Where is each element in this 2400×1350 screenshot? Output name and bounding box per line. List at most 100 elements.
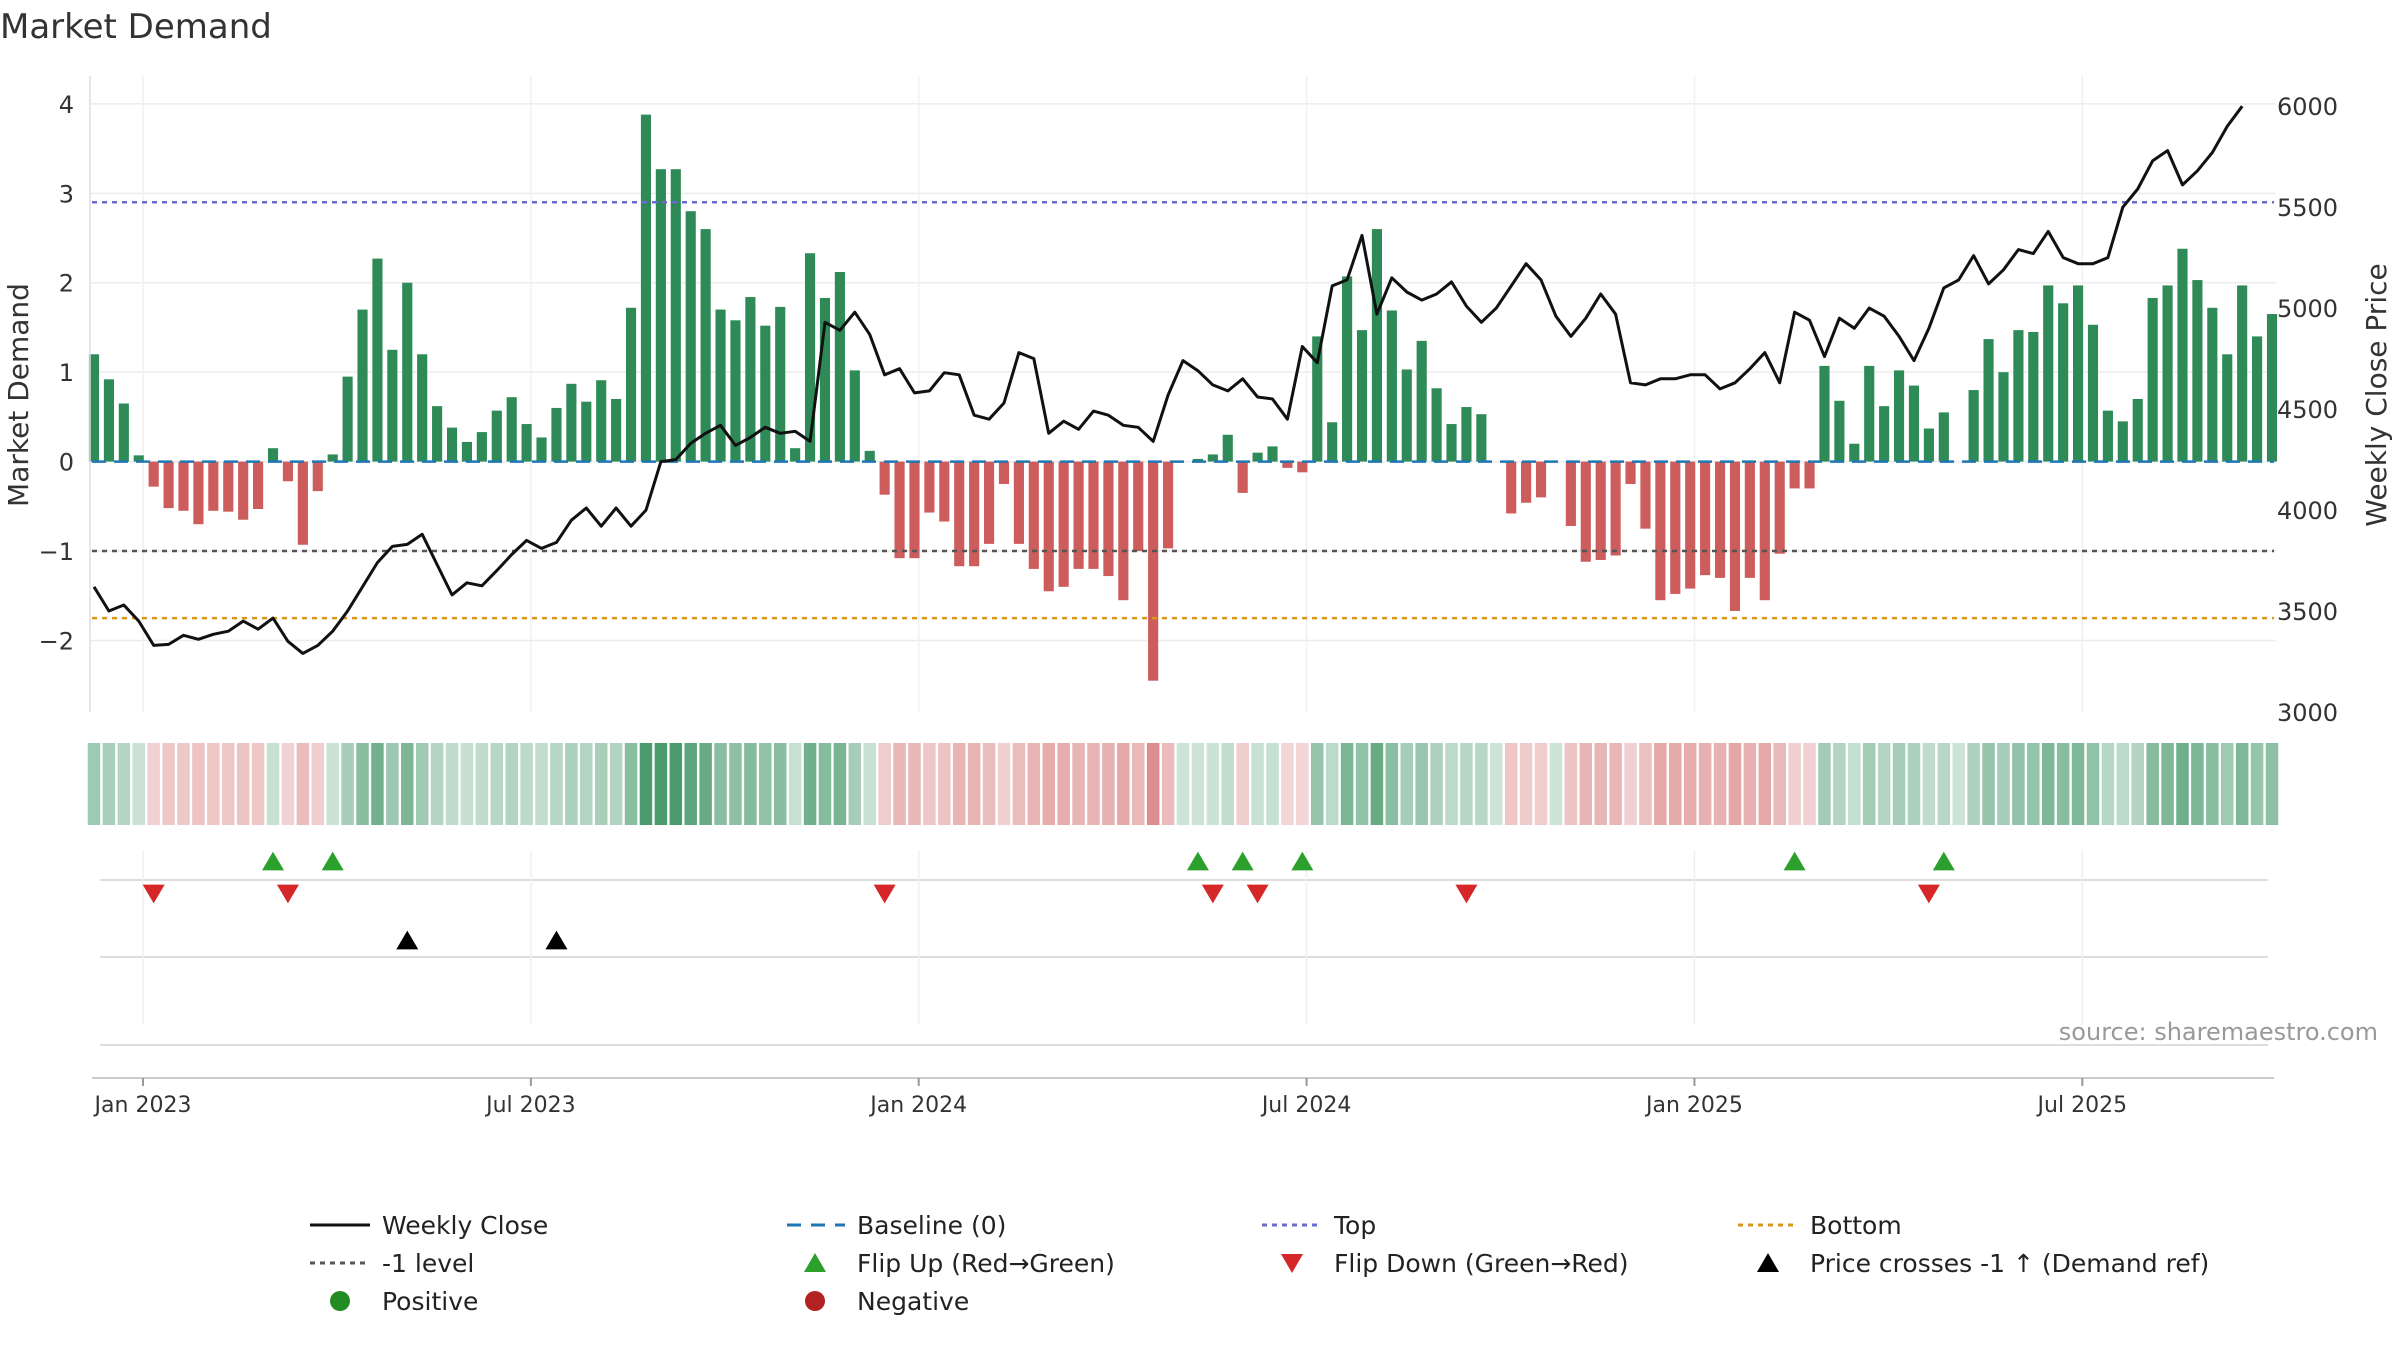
positive-bar	[1983, 339, 1994, 462]
heat-cell	[744, 743, 757, 825]
flip-up-marker	[1231, 851, 1254, 871]
positive-bar	[1893, 370, 1905, 462]
negative-bar	[1028, 461, 1039, 569]
heat-cell	[1877, 743, 1891, 825]
heat-cell	[982, 743, 996, 825]
positive-bar	[596, 380, 607, 462]
y-tick-label: 4	[59, 91, 74, 119]
negative-bar	[1088, 461, 1099, 569]
heat-cell	[1146, 743, 1160, 825]
heat-cell	[132, 743, 146, 825]
negative-bar	[1043, 461, 1054, 592]
positive-bar	[1416, 340, 1427, 462]
heat-cell	[1445, 743, 1458, 825]
heat-cell	[1967, 743, 1980, 825]
legend-label: Baseline (0)	[857, 1211, 1006, 1240]
negative-bar	[1640, 461, 1651, 529]
flip-up-marker	[262, 851, 285, 871]
positive-bar	[1998, 372, 2009, 462]
heat-cell	[2071, 743, 2085, 825]
heat-cell	[1907, 743, 1921, 825]
positive-bar	[1819, 365, 1830, 462]
positive-bar	[1356, 330, 1368, 462]
positive-bar	[1968, 390, 1979, 462]
heat-cell	[923, 743, 936, 825]
negative-bar	[1535, 461, 1547, 498]
heat-cell	[1713, 743, 1727, 825]
positive-bar	[402, 282, 413, 462]
y-axis-label: Market Demand	[2, 283, 35, 507]
negative-bar	[1625, 461, 1636, 484]
heat-cell	[938, 743, 951, 825]
heat-cell	[1564, 743, 1578, 825]
legend-label: -1 level	[382, 1249, 474, 1278]
positive-bar	[834, 272, 845, 462]
legend: Weekly Close Baseline (0) Top Bottom -1 leve…	[310, 1211, 2209, 1316]
heat-cell	[1072, 743, 1085, 825]
demand-heat-strip	[87, 743, 2279, 825]
heat-cell	[371, 743, 384, 825]
positive-bar	[2237, 285, 2248, 462]
heat-cell	[1355, 743, 1369, 825]
positive-bar	[2252, 336, 2263, 462]
y2-tick-label: 6000	[2277, 93, 2338, 121]
heat-cell	[1728, 743, 1742, 825]
negative-bar	[178, 461, 189, 511]
positive-bar	[1386, 310, 1397, 462]
heat-cell	[341, 743, 354, 825]
heat-cell	[1131, 743, 1145, 825]
flip-up-marker	[1783, 851, 1806, 871]
x-tick-label: Jan 2023	[93, 1093, 192, 1118]
x-axis: Jan 2023 Jul 2023 Jan 2024 Jul 2024 Jan 2025…	[92, 1077, 2274, 1118]
heat-cell	[788, 743, 802, 825]
legend-flip-down-icon	[1281, 1254, 1303, 1273]
heat-cell	[1594, 743, 1607, 825]
heat-cell	[2206, 743, 2219, 825]
heat-cell	[162, 743, 175, 825]
negative-bar	[297, 461, 308, 545]
legend-price-cross-icon	[1757, 1253, 1779, 1272]
heat-cell	[609, 743, 623, 825]
negative-bar	[1058, 461, 1069, 587]
positive-bar	[640, 114, 652, 462]
positive-bar	[566, 383, 577, 462]
heat-cell	[2220, 743, 2234, 825]
negative-bar	[1237, 461, 1248, 493]
heat-cell	[580, 743, 593, 825]
heat-cell	[1519, 743, 1533, 825]
heat-cell	[1012, 743, 1026, 825]
y-tick-label: −1	[39, 538, 74, 566]
heat-cell	[1430, 743, 1443, 825]
positive-bar	[864, 450, 875, 462]
positive-bar	[1431, 388, 1442, 462]
heat-cell	[1191, 743, 1205, 825]
demand-bars	[88, 114, 2278, 681]
negative-bar	[193, 461, 204, 525]
positive-bar	[461, 441, 473, 462]
negative-bar	[998, 461, 1010, 484]
heat-cell	[2146, 743, 2159, 825]
heat-cell	[863, 743, 876, 825]
level-lines	[92, 201, 2274, 620]
positive-bar	[1908, 385, 1920, 462]
negative-bar	[879, 461, 890, 495]
negative-bar	[1729, 461, 1741, 611]
y2-tick-label: 4000	[2277, 497, 2338, 525]
y2-axis-label: Weekly Close Price	[2360, 263, 2393, 526]
heat-cell	[684, 743, 697, 825]
negative-bar	[1610, 461, 1621, 556]
heat-cell	[1490, 743, 1503, 825]
heat-cell	[1370, 743, 1384, 825]
heat-cell	[1161, 743, 1175, 825]
positive-bar	[625, 307, 637, 462]
flip-up-marker	[1291, 851, 1314, 871]
y-tick-label: −2	[39, 627, 74, 655]
positive-bar	[1864, 365, 1875, 462]
heat-cell	[908, 743, 921, 825]
heat-cell	[356, 743, 369, 825]
flip-down-marker	[873, 884, 896, 904]
x-tick-label: Jul 2024	[1260, 1093, 1352, 1118]
negative-bar	[1580, 461, 1591, 562]
positive-bar	[1849, 443, 1860, 462]
y-tick-label: 0	[59, 449, 74, 477]
